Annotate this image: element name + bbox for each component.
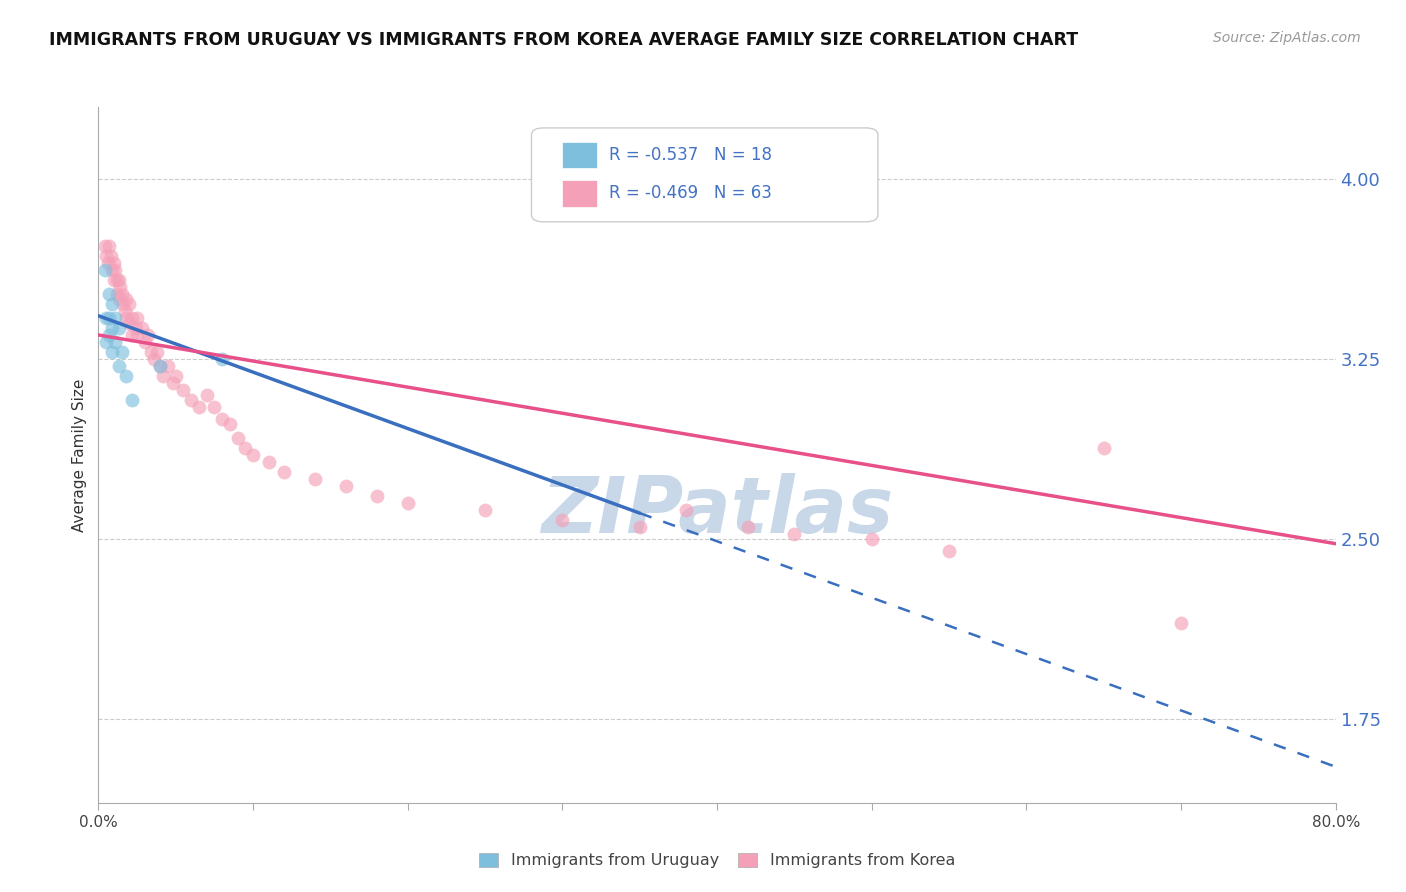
- Point: [149, 359, 172, 373]
- Point: [93, 239, 115, 253]
- Point: [97, 256, 120, 270]
- Point: [165, 368, 187, 383]
- Point: [96, 249, 118, 263]
- Point: [134, 335, 156, 350]
- Point: [121, 392, 143, 407]
- Point: [107, 359, 129, 373]
- Text: IMMIGRANTS FROM URUGUAY VS IMMIGRANTS FROM KOREA AVERAGE FAMILY SIZE CORRELATION: IMMIGRANTS FROM URUGUAY VS IMMIGRANTS FR…: [49, 31, 1078, 49]
- Point: [124, 320, 146, 334]
- Point: [551, 513, 574, 527]
- Text: ZIPatlas: ZIPatlas: [541, 473, 893, 549]
- Point: [115, 292, 138, 306]
- Point: [1170, 615, 1192, 630]
- Text: Source: ZipAtlas.com: Source: ZipAtlas.com: [1213, 31, 1361, 45]
- Point: [101, 320, 124, 334]
- Point: [157, 359, 180, 373]
- Point: [149, 359, 172, 373]
- Point: [211, 351, 233, 366]
- Point: [104, 335, 127, 350]
- Point: [111, 287, 134, 301]
- FancyBboxPatch shape: [531, 128, 877, 222]
- Point: [235, 441, 257, 455]
- Point: [131, 320, 153, 334]
- Point: [103, 256, 125, 270]
- Point: [104, 311, 127, 326]
- Point: [105, 273, 128, 287]
- Point: [107, 273, 129, 287]
- Point: [335, 479, 357, 493]
- Point: [103, 273, 125, 287]
- Point: [107, 292, 129, 306]
- Point: [100, 249, 122, 263]
- Point: [180, 392, 202, 407]
- Point: [127, 328, 149, 343]
- Point: [112, 297, 135, 311]
- Point: [101, 263, 124, 277]
- Point: [366, 489, 388, 503]
- Point: [783, 527, 806, 541]
- Point: [204, 400, 226, 414]
- Point: [860, 532, 883, 546]
- Point: [173, 383, 195, 397]
- Point: [195, 388, 218, 402]
- Point: [474, 503, 496, 517]
- FancyBboxPatch shape: [562, 142, 598, 169]
- Point: [938, 544, 960, 558]
- Point: [107, 320, 129, 334]
- Point: [396, 496, 419, 510]
- Point: [96, 335, 118, 350]
- Point: [146, 344, 169, 359]
- Point: [162, 376, 184, 390]
- Point: [98, 287, 121, 301]
- Point: [273, 465, 295, 479]
- Point: [219, 417, 242, 431]
- Legend: Immigrants from Uruguay, Immigrants from Korea: Immigrants from Uruguay, Immigrants from…: [472, 847, 962, 875]
- Point: [226, 431, 249, 445]
- Point: [737, 520, 759, 534]
- Point: [115, 368, 138, 383]
- Point: [136, 328, 159, 343]
- Point: [127, 311, 149, 326]
- Point: [1092, 441, 1115, 455]
- Text: R = -0.537   N = 18: R = -0.537 N = 18: [609, 146, 772, 164]
- Point: [118, 316, 141, 330]
- Point: [188, 400, 211, 414]
- Point: [257, 455, 280, 469]
- Point: [98, 328, 121, 343]
- Point: [628, 520, 651, 534]
- Point: [101, 297, 124, 311]
- Point: [242, 448, 264, 462]
- Point: [93, 263, 115, 277]
- Point: [108, 280, 131, 294]
- Point: [143, 351, 166, 366]
- Point: [304, 472, 326, 486]
- Point: [121, 328, 143, 343]
- Point: [98, 239, 121, 253]
- Point: [101, 344, 124, 359]
- Y-axis label: Average Family Size: Average Family Size: [72, 378, 87, 532]
- Point: [114, 304, 136, 318]
- Point: [211, 412, 233, 426]
- FancyBboxPatch shape: [562, 180, 598, 207]
- Point: [98, 311, 121, 326]
- Point: [121, 311, 143, 326]
- Point: [105, 287, 128, 301]
- Point: [115, 311, 138, 326]
- Point: [118, 297, 141, 311]
- Point: [152, 368, 174, 383]
- Point: [96, 311, 118, 326]
- Point: [104, 263, 127, 277]
- Point: [111, 344, 134, 359]
- Text: R = -0.469   N = 63: R = -0.469 N = 63: [609, 185, 772, 202]
- Point: [675, 503, 697, 517]
- Point: [139, 344, 162, 359]
